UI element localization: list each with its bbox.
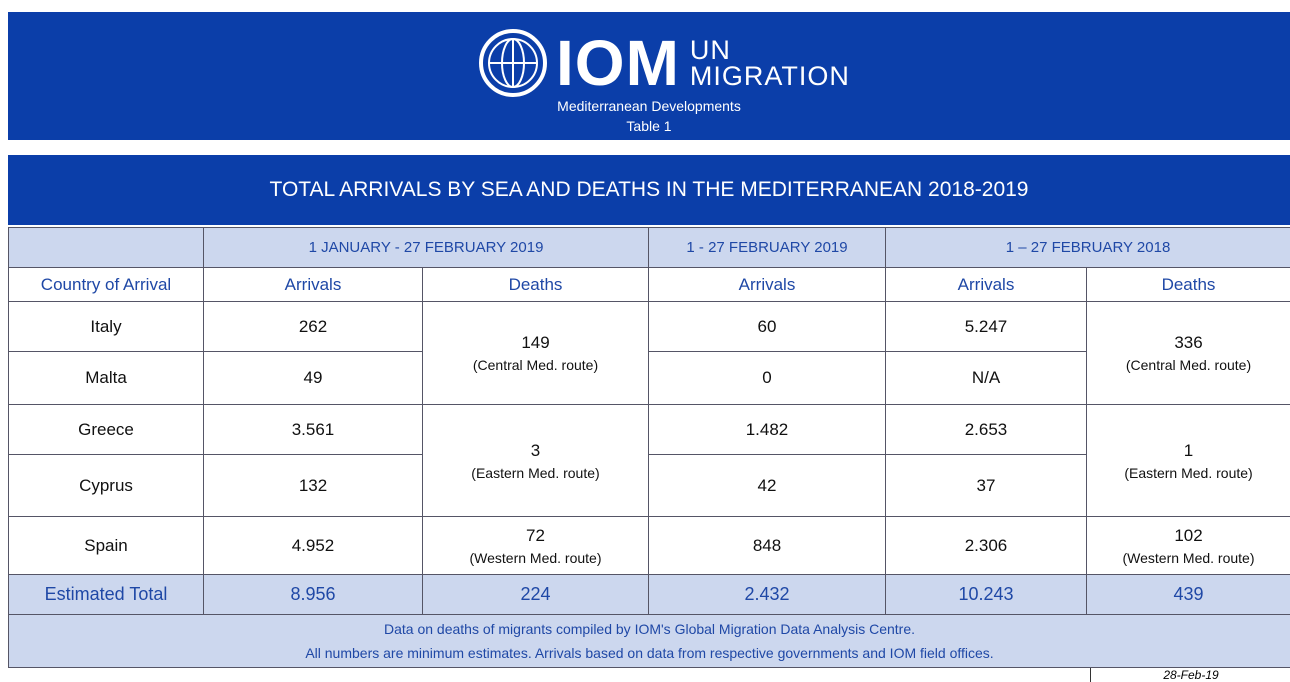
logo-sub: MIGRATION [689, 61, 850, 91]
deaths-cell: 149 (Central Med. route) [422, 301, 649, 405]
arrivals: 5.247 [885, 301, 1087, 352]
row: 1 JANUARY - 27 FEBRUARY 2019 1 - 27 FEBRU… [8, 227, 1290, 268]
deaths-route: (Eastern Med. route) [1124, 464, 1253, 481]
deaths-value: 149 [521, 333, 550, 352]
country: Spain [8, 516, 204, 575]
date: 28-Feb-19 [1090, 668, 1290, 682]
column-header: Country of Arrival [8, 267, 204, 302]
row: Country of Arrival Arrivals Deaths Arrivals… [8, 267, 1290, 302]
table-title: TOTAL ARRIVALS BY SEA AND DEATHS IN THE … [8, 155, 1290, 225]
total-value: 439 [1085, 574, 1290, 615]
arrivals: 262 [203, 301, 423, 352]
table: 1 JANUARY - 27 FEBRUARY 2019 1 - 27 FEBRU… [7, 227, 1290, 668]
deaths-value: 1 [1183, 440, 1194, 460]
deaths-cell: 1 (Eastern Med. route) [1085, 404, 1290, 517]
arrivals: N/A [885, 351, 1087, 405]
subtitle: Mediterranean Developments [557, 98, 741, 114]
row: Greece 3.561 3 (Eastern Med. route) 1.482 2.6… [8, 404, 1290, 517]
arrivals: 2.306 [885, 516, 1087, 575]
note: Data on deaths of migrants compiled by I… [383, 621, 916, 637]
row: Malta 49 0 N/A [8, 351, 1290, 405]
notes: Data on deaths of migrants compiled by I… [7, 614, 1290, 668]
country: Malta [8, 351, 204, 405]
deaths-value: 3 [530, 440, 541, 460]
column-header: Arrivals [885, 267, 1087, 302]
cell [8, 227, 204, 268]
country: Italy [8, 301, 204, 352]
column-header: Arrivals [203, 267, 423, 302]
arrivals: 2.653 [885, 404, 1087, 455]
deaths-route: (Eastern Med. route) [471, 464, 600, 481]
logo-text: IOM [556, 27, 680, 99]
logo-sub: UN [689, 35, 731, 65]
period-header: 1 JANUARY - 27 FEBRUARY 2019 [203, 227, 649, 268]
table-label: Table 1 [626, 118, 672, 134]
total-value: 2.432 [648, 574, 886, 615]
arrivals: 42 [648, 454, 886, 517]
total-value: 8.956 [203, 574, 423, 615]
column-header: Deaths [422, 267, 649, 302]
column-header: Deaths [1085, 267, 1290, 302]
logo-globe [479, 29, 547, 97]
row: Estimated Total 8.956 224 2.432 10.243 439 [8, 574, 1290, 615]
arrivals: 132 [203, 454, 423, 517]
arrivals: 60 [648, 301, 886, 352]
deaths-cell: 72 (Western Med. route) [422, 516, 649, 575]
total-value: 10.243 [885, 574, 1087, 615]
arrivals: 3.561 [203, 404, 423, 455]
arrivals: 4.952 [203, 516, 423, 575]
deaths-value: 336 [1174, 333, 1203, 352]
deaths-value: 102 [1174, 525, 1203, 545]
deaths-route: (Western Med. route) [469, 549, 602, 566]
country: Cyprus [8, 454, 204, 517]
deaths-cell: 336 (Central Med. route) [1085, 301, 1290, 405]
row: Italy 262 149 (Central Med. route) 60 5.247 33… [8, 301, 1290, 405]
row: Cyprus 132 42 37 [8, 454, 1290, 517]
total-label: Estimated Total [8, 574, 204, 615]
total-value: 224 [422, 574, 649, 615]
country: Greece [8, 404, 204, 455]
deaths-cell: 3 (Eastern Med. route) [422, 404, 649, 517]
arrivals: 49 [203, 351, 423, 405]
arrivals: 37 [885, 454, 1087, 517]
row: Spain 4.952 72 (Western Med. route) 848 2.306… [8, 516, 1290, 575]
arrivals: 0 [648, 351, 886, 405]
period-header: 1 – 27 FEBRUARY 2018 [884, 227, 1290, 268]
deaths-cell: 102 (Western Med. route) [1085, 516, 1290, 575]
period-header: 1 - 27 FEBRUARY 2019 [648, 227, 886, 268]
arrivals: 848 [648, 516, 886, 575]
note: All numbers are minimum estimates. Arriv… [305, 645, 994, 661]
column-header: Arrivals [648, 267, 886, 302]
header: IOM UN MIGRATION Mediterranean Developmen… [8, 12, 1290, 140]
deaths-route: (Central Med. route) [1125, 357, 1252, 373]
deaths-value: 72 [526, 525, 545, 545]
deaths-route: (Central Med. route) [472, 357, 599, 373]
arrivals: 1.482 [648, 404, 886, 455]
deaths-route: (Western Med. route) [1122, 549, 1255, 566]
row: Data on deaths of migrants compiled by I… [7, 614, 1290, 668]
logo: IOM UN MIGRATION [478, 27, 850, 99]
